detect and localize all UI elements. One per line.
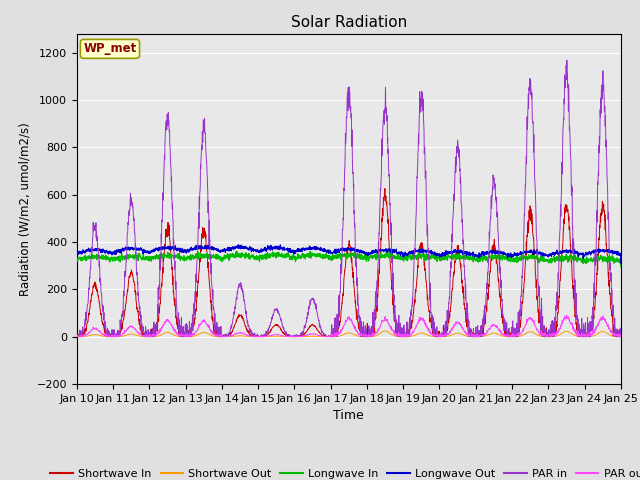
Legend: Shortwave In, Shortwave Out, Longwave In, Longwave Out, PAR in, PAR out: Shortwave In, Shortwave Out, Longwave In…: [46, 465, 640, 480]
Y-axis label: Radiation (W/m2, umol/m2/s): Radiation (W/m2, umol/m2/s): [18, 122, 31, 296]
Text: WP_met: WP_met: [83, 42, 136, 55]
X-axis label: Time: Time: [333, 409, 364, 422]
Title: Solar Radiation: Solar Radiation: [291, 15, 407, 30]
